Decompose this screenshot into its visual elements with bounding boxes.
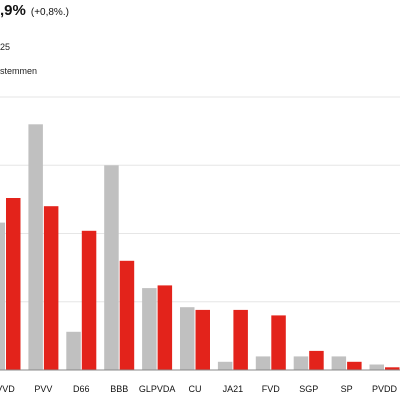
bar-current-sp	[347, 361, 362, 370]
bar-previous-cu	[180, 307, 195, 370]
bar-current-ja21	[233, 309, 248, 370]
headline-value: ,9%	[0, 2, 26, 19]
bar-current-sgp	[309, 350, 324, 370]
headline-delta: (+0,8%.)	[30, 7, 69, 18]
gridlines	[0, 96, 400, 303]
x-tick-label: CU	[189, 384, 202, 394]
x-tick-label: SGP	[299, 384, 318, 394]
x-tick-label: D66	[73, 384, 90, 394]
headline: ,9% (+0,8%.)	[0, 2, 69, 19]
bar-current-glpvda	[157, 285, 173, 370]
bar-current-vvd	[6, 198, 21, 370]
bar-previous-glpvda	[142, 288, 157, 370]
bar-previous-ja21	[217, 361, 233, 370]
bar-current-d66	[81, 230, 97, 370]
bar-current-fvd	[271, 315, 286, 370]
bar-previous-sgp	[293, 356, 309, 370]
x-tick-label: PVDD	[372, 384, 398, 394]
x-tick-label: PVV	[34, 384, 52, 394]
bar-previous-fvd	[255, 356, 271, 370]
x-axis: VVD PVV D66 BBB GLPVDA CU JA21 FVD SGP SP PVDD	[0, 369, 400, 394]
x-tick-label: JA21	[223, 384, 244, 394]
bar-previous-pvdd	[369, 364, 384, 370]
x-tick-label: GLPVDA	[139, 384, 176, 394]
bar-previous-pvv	[28, 124, 43, 370]
bar-previous-d66	[66, 331, 81, 370]
bar-current-pvv	[43, 206, 59, 370]
bar-previous-bbb	[104, 165, 119, 371]
bar-current-cu	[195, 309, 210, 370]
unit-label: stemmen	[0, 66, 38, 76]
subtitle: 25	[0, 42, 11, 52]
bars	[0, 124, 400, 371]
x-tick-label: VVD	[0, 384, 15, 394]
x-tick-label: SP	[341, 384, 353, 394]
x-tick-label: BBB	[110, 384, 128, 394]
bar-current-bbb	[119, 260, 135, 370]
bar-current-pvdd	[385, 367, 400, 370]
bar-previous-sp	[331, 356, 347, 370]
x-tick-label: FVD	[262, 384, 281, 394]
bar-previous-vvd	[0, 222, 5, 370]
